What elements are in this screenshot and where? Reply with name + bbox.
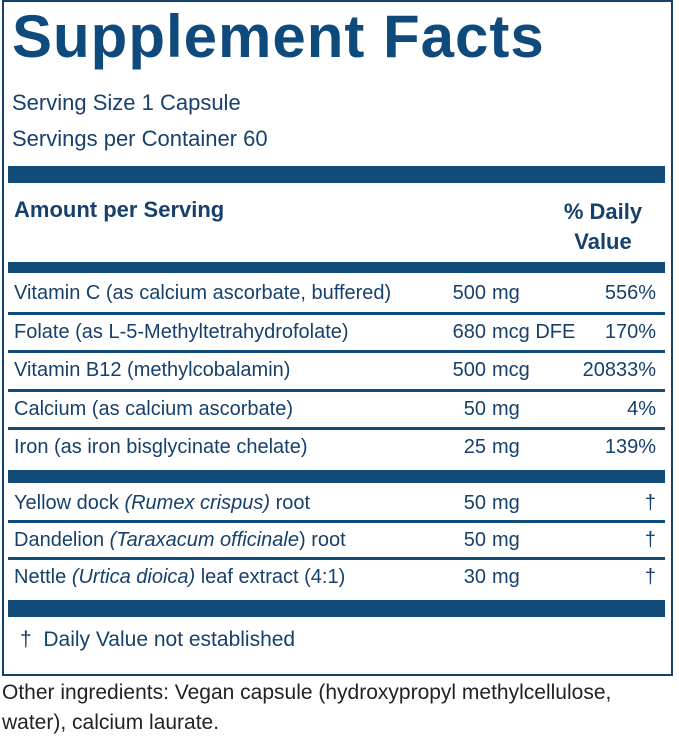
servings-per-container: Servings per Container 60 <box>12 126 268 151</box>
name-part: (Urtica dioica) <box>71 566 196 588</box>
nutrient-name: Iron (as iron bisglycinate chelate) <box>14 430 307 464</box>
daily-value: † <box>644 566 656 588</box>
name-part: Vitamin B12 (methylcobalamin) <box>14 359 291 381</box>
unit: mg <box>492 492 520 514</box>
nutrient-row: Yellow dock (Rumex crispus) root 50 mg † <box>14 486 656 520</box>
other-ingredients: Other ingredients: Vegan capsule (hydrox… <box>2 681 612 734</box>
header-amount: Amount per Serving <box>14 197 225 222</box>
nutrient-row: Calcium (as calcium ascorbate) 50 mg 4% <box>14 392 656 426</box>
nutrient-name: Yellow dock (Rumex crispus) root <box>14 486 310 520</box>
name-part: Folate (as L-5-Methyltetrahydrofolate) <box>14 320 349 343</box>
daily-value: 556% <box>604 282 656 304</box>
daily-value: † <box>644 492 656 514</box>
unit: mcg <box>492 359 530 381</box>
name-part: leaf extract (4:1) <box>195 566 346 588</box>
nutrient-name: Vitamin B12 (methylcobalamin) <box>14 353 290 387</box>
unit: mcg DFE <box>492 320 576 343</box>
nutrient-name: Vitamin C (as calcium ascorbate, buffere… <box>14 276 391 310</box>
name-part: (Taraxacum officinale <box>109 529 299 551</box>
nutrient-name: Folate (as L-5-Methyltetrahydrofolate) <box>14 315 349 349</box>
row-divider <box>8 520 665 523</box>
serving-size: Serving Size 1 Capsule <box>12 90 241 115</box>
bar <box>8 470 665 483</box>
daily-value: 4% <box>627 397 656 420</box>
name-part: Nettle <box>14 566 72 588</box>
bar <box>8 262 665 273</box>
unit: mg <box>492 282 520 304</box>
amount: 50 <box>463 492 486 514</box>
bar <box>8 600 665 617</box>
bar <box>8 166 665 183</box>
daily-value: † <box>644 529 656 551</box>
nutrient-row: Nettle (Urtica dioica) leaf extract (4:1… <box>14 560 656 594</box>
amount: 500 <box>452 359 486 381</box>
daily-value: 170% <box>604 320 656 343</box>
label-box <box>2 0 673 676</box>
unit: mg <box>492 436 520 458</box>
row-divider <box>8 557 665 560</box>
nutrient-name: Dandelion (Taraxacum officinale) root <box>14 523 346 557</box>
amount: 680 <box>452 320 486 343</box>
name-part: Yellow dock <box>14 492 125 514</box>
nutrient-row: Vitamin B12 (methylcobalamin) 500 mcg 20833… <box>14 353 656 387</box>
amount: 25 <box>463 436 486 458</box>
name-part: Iron (as iron bisglycinate chelate) <box>14 436 308 458</box>
nutrient-row: Vitamin C (as calcium ascorbate, buffere… <box>14 276 656 310</box>
daily-value: 139% <box>604 436 656 458</box>
name-part: Calcium (as calcium ascorbate) <box>14 397 293 420</box>
name-part: Vitamin C (as calcium ascorbate, buffere… <box>14 282 392 304</box>
row-divider <box>8 388 665 392</box>
unit: mg <box>492 566 520 588</box>
nutrient-name: Calcium (as calcium ascorbate) <box>14 392 293 426</box>
name-part: Dandelion <box>14 529 110 551</box>
amount: 50 <box>463 529 486 551</box>
nutrient-row: Dandelion (Taraxacum officinale) root 50 m… <box>14 523 656 557</box>
title: Supplement Facts <box>12 3 545 70</box>
name-part: (Rumex crispus) <box>124 492 271 514</box>
nutrient-name: Nettle (Urtica dioica) leaf extract (4:1… <box>14 560 345 594</box>
daily-value: 20833% <box>582 359 656 381</box>
name-part: ) root <box>298 529 346 551</box>
header-daily-value: % Daily Value <box>563 199 643 254</box>
nutrient-row: Iron (as iron bisglycinate chelate) 25 mg 1… <box>14 430 656 464</box>
row-divider <box>8 350 665 353</box>
amount: 500 <box>452 282 486 304</box>
unit: mg <box>492 529 520 551</box>
row-divider <box>8 311 665 315</box>
row-divider <box>8 427 665 430</box>
amount: 50 <box>463 397 486 420</box>
unit: mg <box>492 397 520 420</box>
amount: 30 <box>463 566 486 588</box>
footnote: † Daily Value not established <box>20 628 296 651</box>
nutrient-row: Folate (as L-5-Methyltetrahydrofolate) 68… <box>14 315 656 349</box>
name-part: root <box>270 492 311 514</box>
